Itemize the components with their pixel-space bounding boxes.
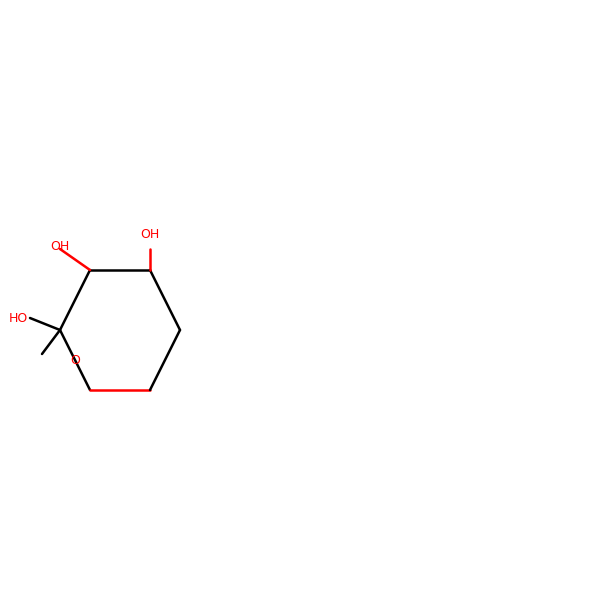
Text: OH: OH <box>50 239 70 253</box>
Text: OH: OH <box>140 227 160 241</box>
Text: O: O <box>70 353 80 367</box>
Text: HO: HO <box>8 311 28 325</box>
